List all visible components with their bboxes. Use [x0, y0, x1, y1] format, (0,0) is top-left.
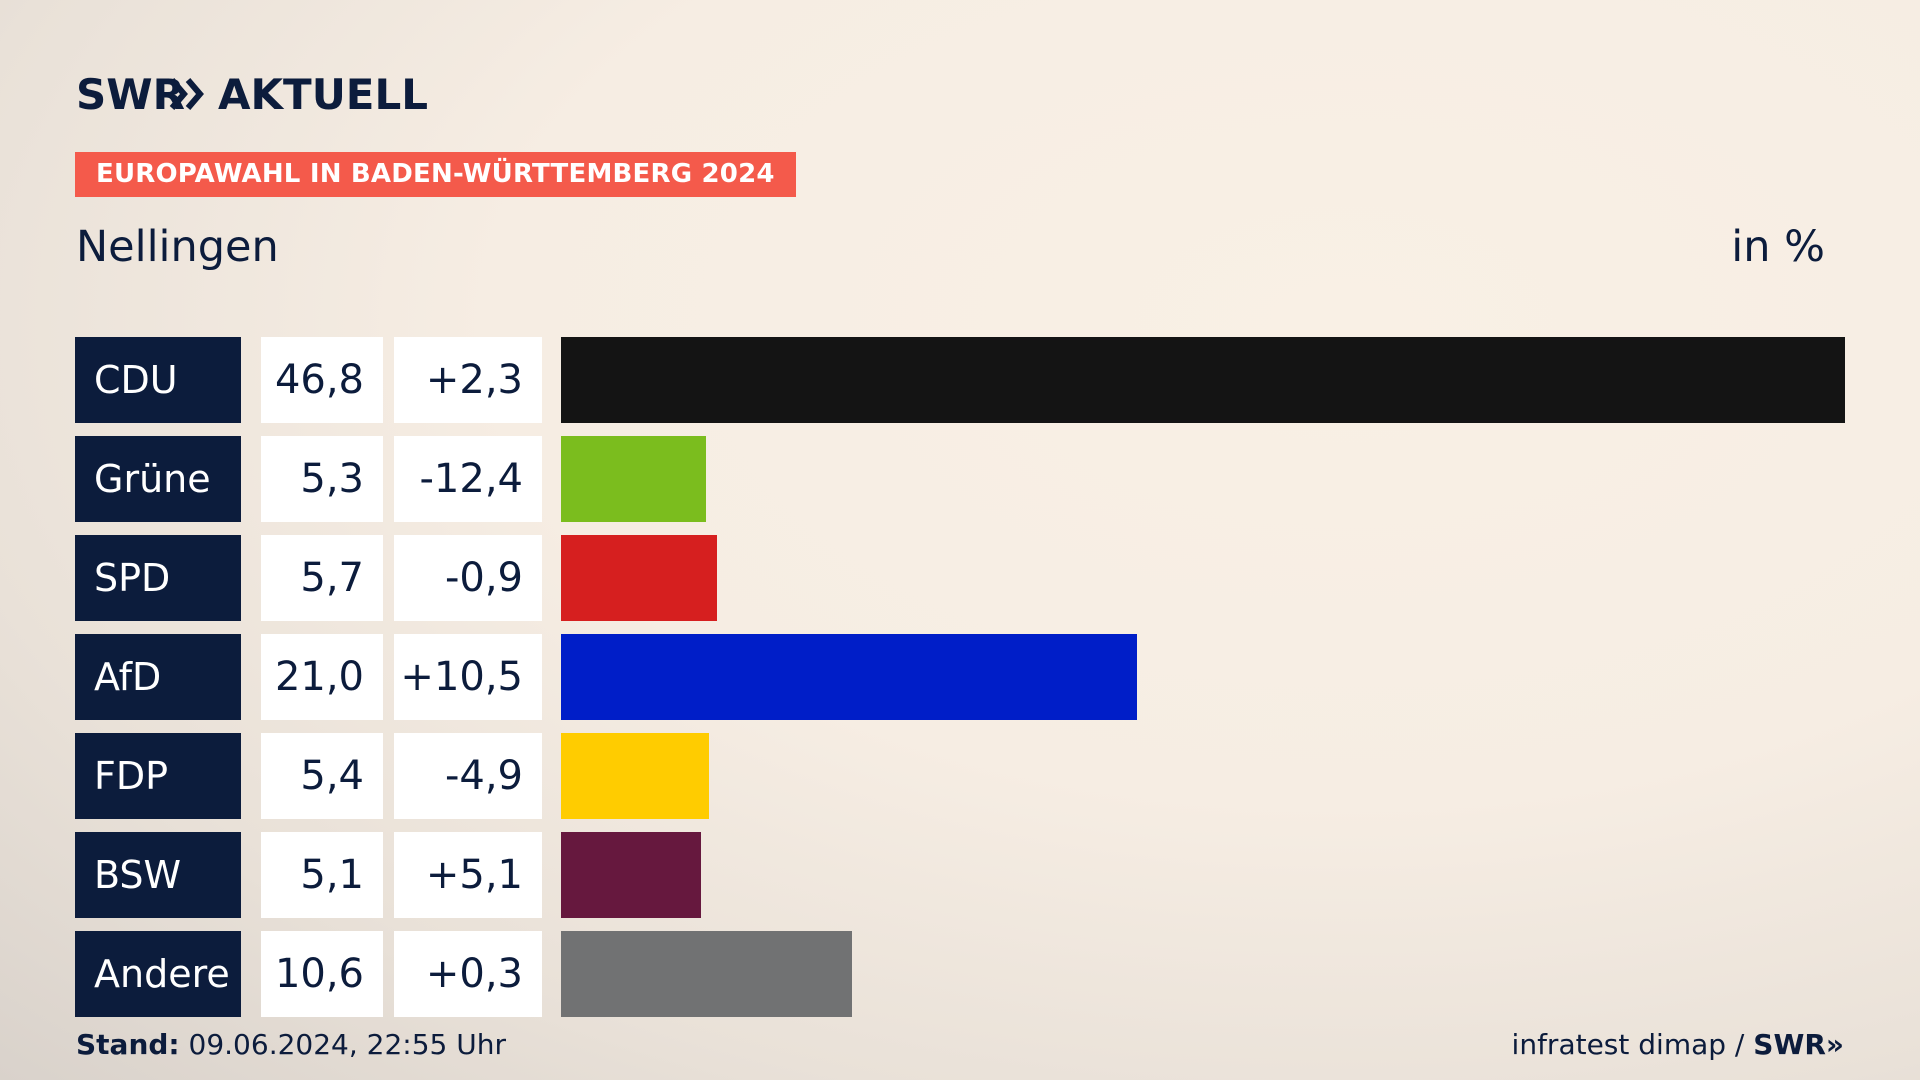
logo-aktuell-text: AKTUELL [218, 70, 428, 118]
party-bar [561, 337, 1845, 423]
stand-label: Stand: [76, 1028, 180, 1061]
party-row: AfD 21,0 +10,5 [75, 634, 1845, 720]
party-bar [561, 832, 701, 918]
party-bar [561, 634, 1137, 720]
party-change: -4,9 [394, 733, 542, 819]
party-label: Andere [75, 931, 241, 1017]
party-value: 5,4 [261, 733, 383, 819]
party-row: Grüne 5,3 -12,4 [75, 436, 1845, 522]
source-credit: infratest dimap / SWR» [1512, 1028, 1844, 1061]
source-text: infratest dimap / [1511, 1028, 1745, 1061]
party-bar [561, 931, 852, 1017]
party-row: SPD 5,7 -0,9 [75, 535, 1845, 621]
source-chevrons-icon: » [1825, 1028, 1844, 1061]
party-label: Grüne [75, 436, 241, 522]
party-label: SPD [75, 535, 241, 621]
party-row: Andere 10,6 +0,3 [75, 931, 1845, 1017]
party-value: 46,8 [261, 337, 383, 423]
party-change: +0,3 [394, 931, 542, 1017]
party-value: 5,1 [261, 832, 383, 918]
location-title: Nellingen [76, 222, 279, 272]
party-value: 21,0 [261, 634, 383, 720]
timestamp: Stand: 09.06.2024, 22:55 Uhr [76, 1028, 506, 1061]
party-change: +2,3 [394, 337, 542, 423]
party-change: +5,1 [394, 832, 542, 918]
party-label: BSW [75, 832, 241, 918]
party-change: -12,4 [394, 436, 542, 522]
party-row: CDU 46,8 +2,3 [75, 337, 1845, 423]
party-change: +10,5 [394, 634, 542, 720]
party-row: FDP 5,4 -4,9 [75, 733, 1845, 819]
party-label: FDP [75, 733, 241, 819]
unit-label: in % [1731, 222, 1825, 272]
party-value: 5,7 [261, 535, 383, 621]
logo-swr-text: SWR [76, 70, 185, 118]
party-value: 5,3 [261, 436, 383, 522]
party-value: 10,6 [261, 931, 383, 1017]
logo-chevrons-icon [169, 78, 204, 110]
party-row: BSW 5,1 +5,1 [75, 832, 1845, 918]
party-bar [561, 535, 717, 621]
swr-aktuell-logo: SWR AKTUELL [76, 68, 436, 118]
source-brand: SWR [1753, 1028, 1826, 1061]
party-bar [561, 436, 706, 522]
party-label: AfD [75, 634, 241, 720]
party-label: CDU [75, 337, 241, 423]
stand-value: 09.06.2024, 22:55 Uhr [188, 1028, 506, 1061]
party-bar [561, 733, 709, 819]
election-ribbon: EUROPAWAHL IN BADEN-WÜRTTEMBERG 2024 [75, 152, 796, 197]
party-change: -0,9 [394, 535, 542, 621]
